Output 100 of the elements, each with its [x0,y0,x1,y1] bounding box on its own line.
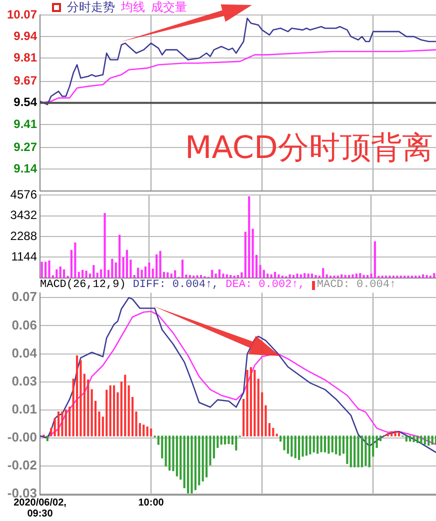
y-tick-label: 9.41 [14,116,38,131]
bar [246,370,248,436]
y-tick-label: 0.03 [12,373,37,388]
text: DEA: 0.002↑, [226,279,305,291]
bar [64,410,67,436]
bar [360,436,364,468]
bar [254,370,256,436]
bar [57,411,60,436]
bar [137,268,140,278]
y-tick-label: -0.00 [7,430,37,444]
bar [431,436,434,445]
y-tick-label: 0.01 [12,401,37,416]
bar [214,274,217,278]
y-tick-label: 9.14 [14,162,38,176]
annotation: MACD分时顶背离 [185,130,433,166]
bar [168,436,171,471]
bar [44,262,47,278]
bar [78,272,80,278]
bar [218,269,221,278]
bar [112,385,116,436]
bar [309,436,312,454]
bar [126,250,128,278]
bar [85,270,88,278]
bar [386,433,389,436]
bar [428,436,430,446]
bar [354,436,356,468]
bar [194,436,196,490]
bar [322,268,324,278]
bar [320,436,322,452]
bar [206,436,208,478]
bar [376,436,378,448]
bar [140,270,143,278]
bar [274,272,276,278]
bar [174,270,176,278]
bar [187,436,190,494]
bar [144,266,147,278]
bar [170,274,172,278]
bar [331,436,334,452]
bar [257,378,260,436]
y-tick-label: 9.81 [14,50,38,64]
y-tick-label: 1144 [11,249,38,264]
bar [48,260,50,278]
bar [394,430,396,436]
bar [305,436,308,456]
bar [426,274,428,278]
bar [433,273,436,278]
bar [405,436,408,442]
bar [316,436,319,454]
y-tick-label: 0.04 [12,345,38,360]
legend-label: MACD: 0.004↑ [316,279,396,291]
bar [150,428,152,436]
bar [224,436,226,444]
y-tick-label: 9.67 [14,74,38,88]
bar [312,436,315,452]
bar [357,436,360,468]
bar [50,428,52,436]
bar [338,436,341,456]
bar [235,436,238,450]
bar [164,436,167,466]
bar [124,374,126,436]
bar [374,241,376,278]
bar [368,436,370,468]
y-tick-label: 10.07 [6,7,38,22]
bar [74,242,76,278]
y-tick-label: -0.02 [7,458,37,473]
bar [294,436,296,458]
bar [307,274,310,278]
bar [266,274,269,278]
bar [324,436,326,452]
bar [90,389,93,436]
bar [211,270,214,278]
bar [304,273,306,278]
bar [176,436,178,476]
bar [68,406,71,436]
bar [128,385,130,436]
bar [180,436,182,480]
bar [109,385,112,436]
bar [298,436,300,460]
bar [82,270,84,278]
bar [46,436,48,442]
bar [148,262,150,278]
bar [161,436,164,458]
bar [310,274,314,278]
bar [92,265,95,278]
bar [56,269,58,278]
bar [364,436,367,466]
bar [220,436,222,445]
bar [328,436,330,454]
bar [202,436,204,482]
bar [159,250,162,278]
bar [59,266,62,278]
bar [240,272,243,278]
bar [350,436,352,468]
bar [190,436,193,494]
x-tick-label: 10:00 [138,497,164,508]
bar [296,274,298,278]
series-label: DIFF: 0.004↑, [132,279,219,291]
bar [166,272,169,278]
bar [248,196,250,278]
y-tick-label: 9.27 [14,140,38,154]
